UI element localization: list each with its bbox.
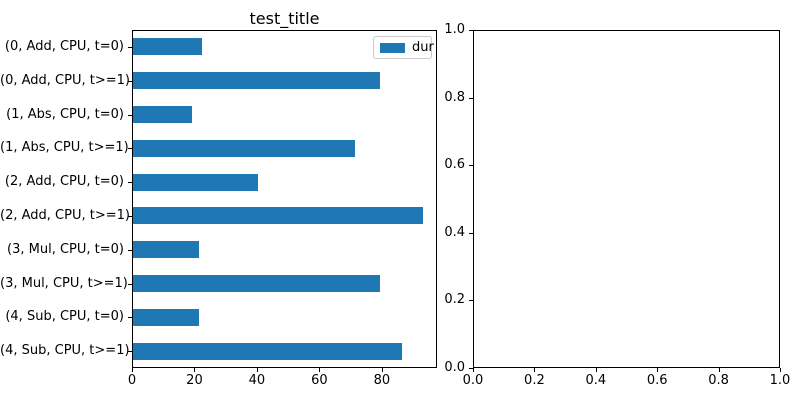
x-tick-mark (534, 368, 536, 372)
category-tick-label: (0, Add, CPU, t=0) (4, 38, 124, 54)
category-tick-label: (2, Add, CPU, t>=1) (0, 207, 130, 223)
bar (133, 308, 199, 326)
empty-axes (473, 30, 780, 368)
bar (133, 275, 380, 292)
y-tick-mark (128, 215, 132, 217)
y-tick-mark (128, 182, 132, 184)
x-tick-label: 1.0 (769, 373, 791, 388)
y-tick-mark (469, 368, 473, 369)
category-tick-label: (0, Add, CPU, t>=1) (0, 72, 130, 88)
x-tick-label: 0.6 (646, 373, 668, 388)
category-tick-label: (3, Mul, CPU, t>=1) (0, 275, 128, 291)
y-tick-label: 0.2 (444, 292, 465, 308)
x-tick-label: 0.8 (708, 373, 729, 388)
y-tick-label: 0.6 (444, 157, 465, 173)
y-tick-mark (128, 351, 132, 353)
y-tick-mark (128, 148, 132, 150)
y-tick-mark (128, 317, 132, 319)
category-tick-label: (4, Sub, CPU, t>=1) (0, 343, 130, 359)
x-tick-mark (319, 368, 321, 372)
x-tick-mark (595, 368, 597, 372)
bar (133, 72, 380, 90)
x-tick-mark (381, 368, 383, 372)
x-tick-mark (657, 368, 659, 372)
y-tick-mark (469, 97, 473, 99)
x-tick-mark (473, 368, 474, 372)
x-tick-label: 0.0 (462, 373, 484, 388)
bar (133, 207, 424, 225)
y-tick-label: 1.0 (444, 22, 465, 37)
x-tick-label: 40 (248, 373, 266, 388)
legend: dur (373, 36, 434, 59)
category-tick-label: (1, Abs, CPU, t=0) (6, 106, 124, 122)
x-tick-mark (718, 368, 720, 372)
y-tick-label: 0.8 (444, 89, 465, 105)
bar (133, 241, 199, 259)
y-tick-mark (469, 232, 473, 234)
y-tick-mark (128, 114, 132, 116)
category-tick-label: (3, Mul, CPU, t=0) (7, 241, 124, 257)
y-tick-mark (128, 46, 132, 48)
y-tick-mark (469, 165, 473, 167)
x-tick-label: 0.2 (524, 373, 545, 388)
bar (133, 173, 258, 191)
y-tick-label: 0.0 (444, 360, 465, 375)
category-tick-label: (1, Abs, CPU, t>=1) (0, 140, 129, 156)
bar (133, 106, 193, 123)
legend-series-label: dur (412, 40, 434, 55)
y-tick-mark (469, 300, 473, 302)
y-tick-label: 0.4 (444, 224, 465, 240)
y-tick-mark (128, 283, 132, 285)
x-tick-mark (256, 368, 258, 372)
x-tick-label: 0.4 (585, 373, 607, 388)
x-tick-label: 0 (127, 373, 137, 388)
legend-color-patch (380, 42, 405, 53)
chart-title: test_title (249, 9, 320, 28)
bar (133, 38, 202, 56)
y-tick-mark (128, 249, 132, 251)
y-tick-mark (128, 80, 132, 82)
x-tick-label: 20 (186, 373, 203, 388)
category-tick-label: (2, Add, CPU, t=0) (4, 174, 124, 190)
x-tick-mark (194, 368, 196, 372)
bar (133, 139, 355, 157)
x-tick-mark (780, 368, 781, 372)
x-tick-label: 80 (373, 373, 391, 388)
bar (133, 342, 402, 360)
bar-chart-axes: dur (132, 30, 437, 368)
y-tick-mark (469, 30, 473, 31)
x-tick-mark (132, 368, 133, 372)
x-tick-label: 60 (311, 373, 328, 388)
category-tick-label: (4, Sub, CPU, t=0) (5, 309, 124, 325)
